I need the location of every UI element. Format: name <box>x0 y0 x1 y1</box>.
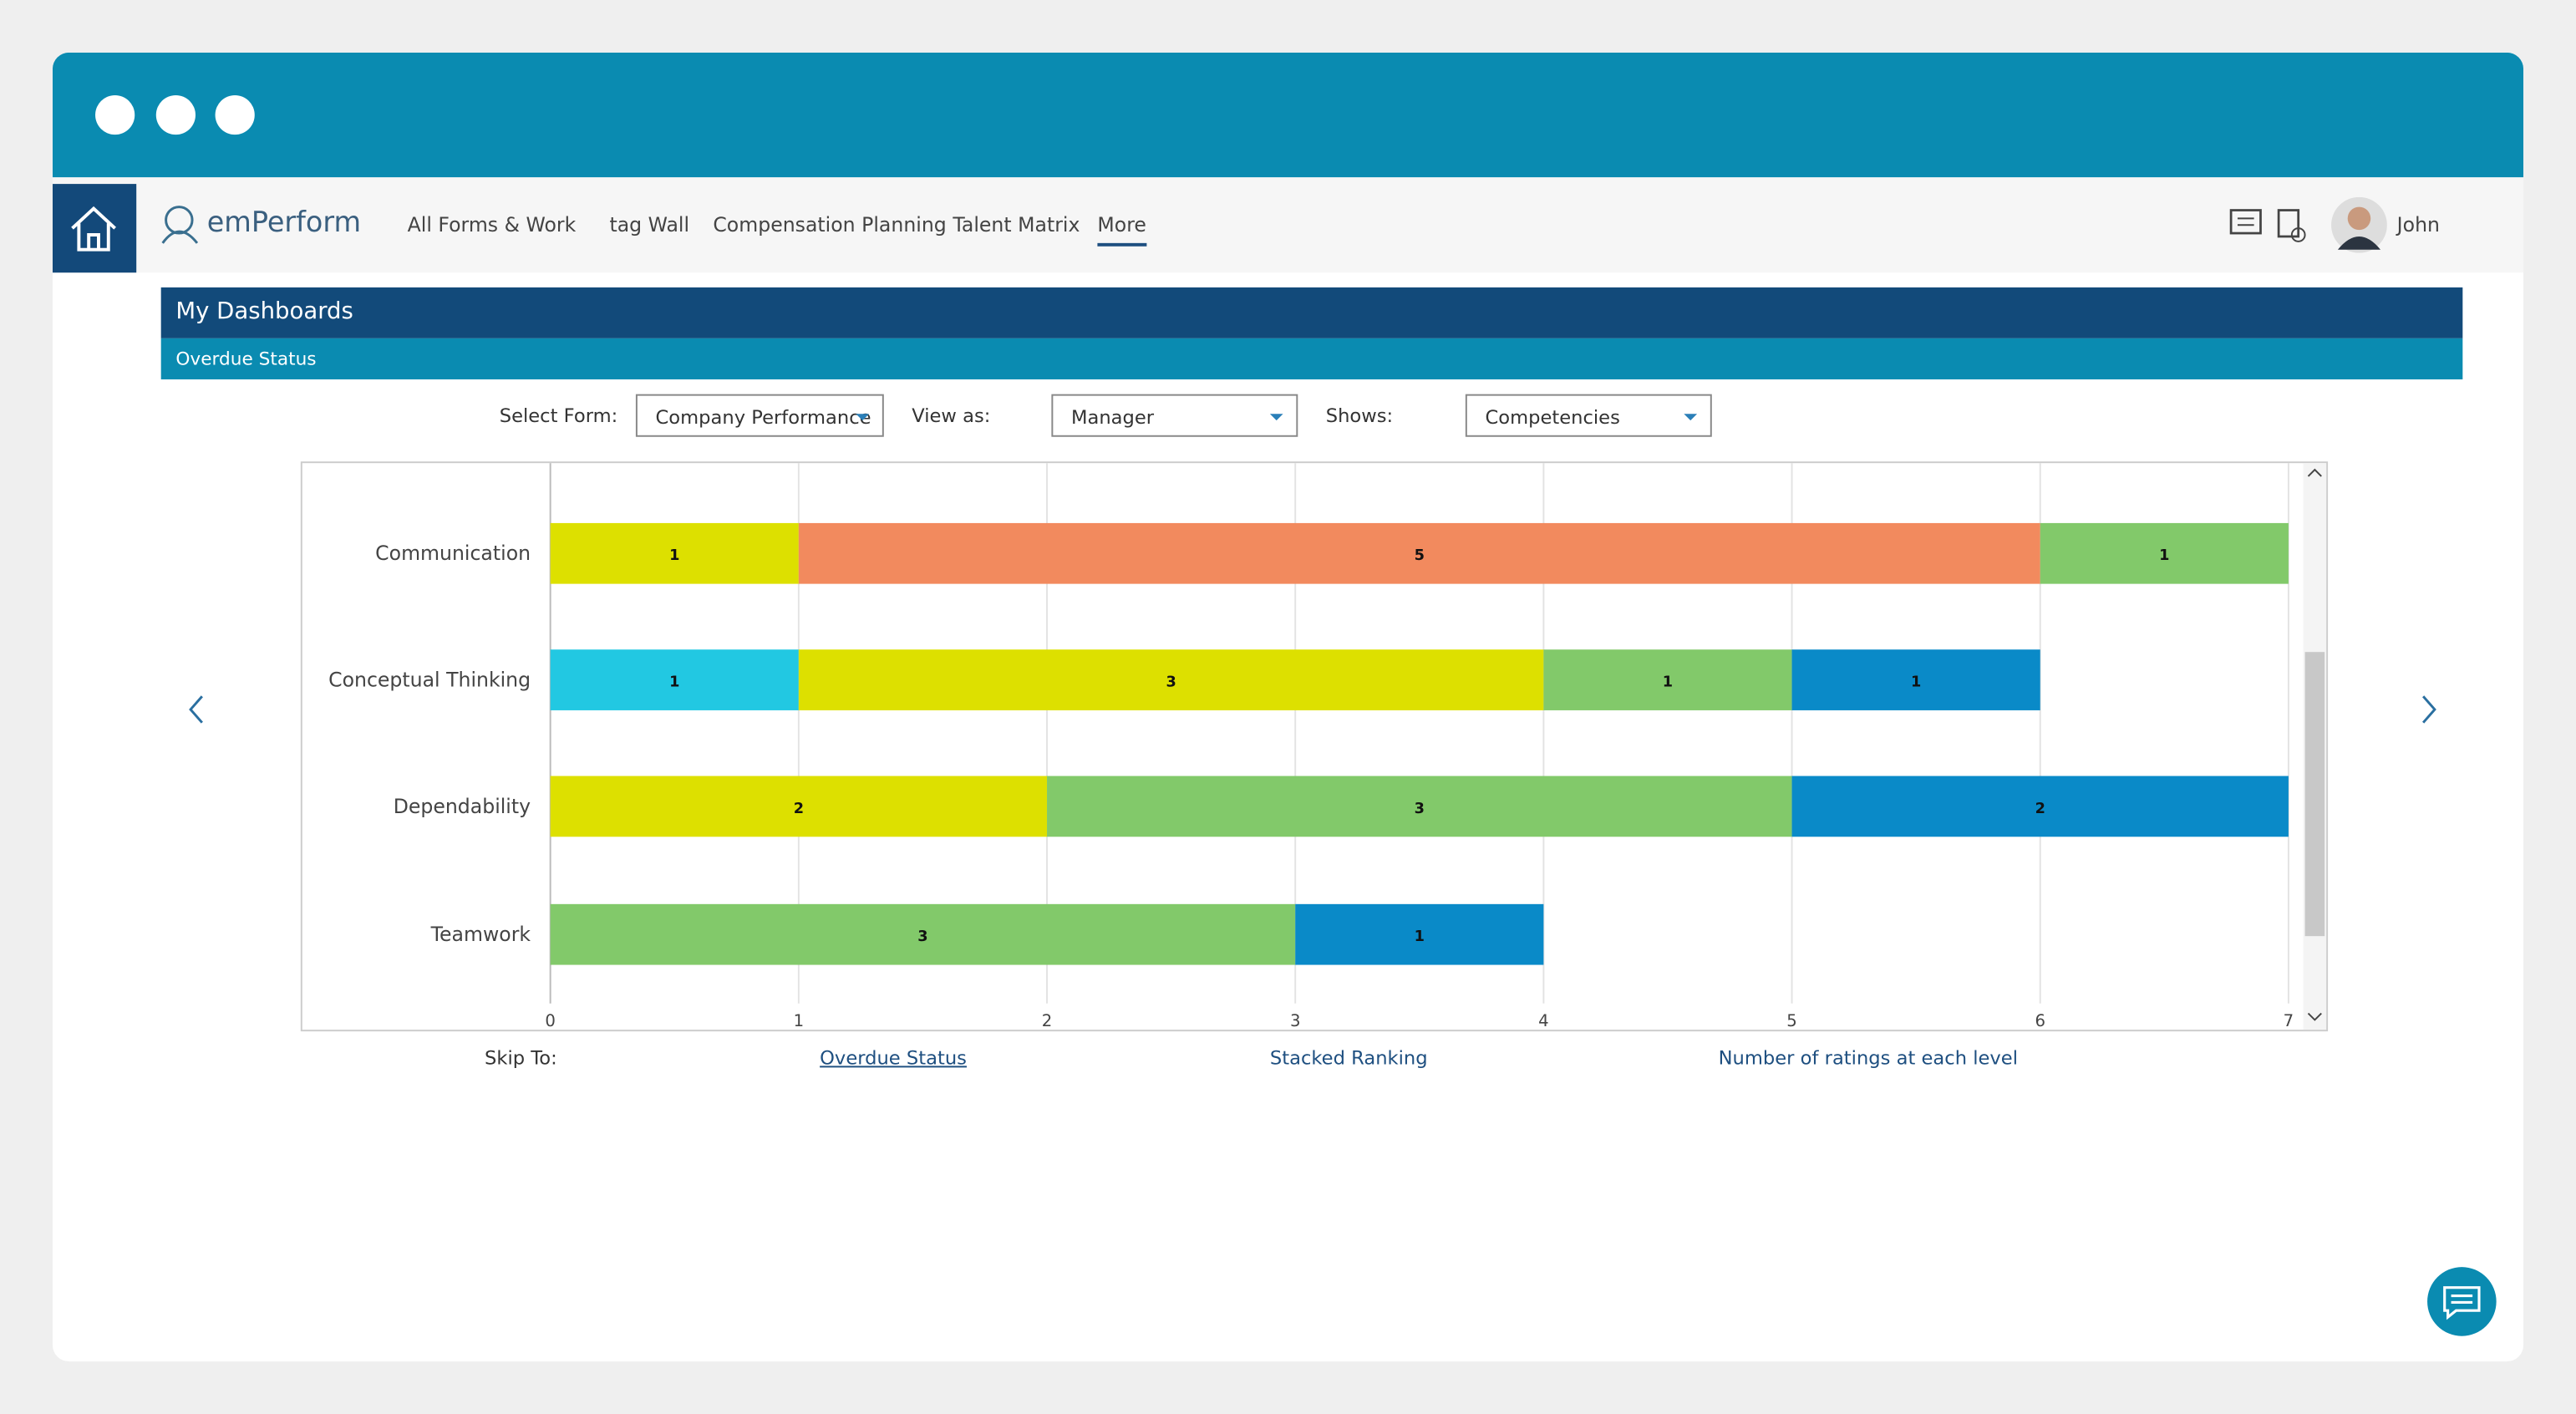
value-label: 3 <box>1415 801 1425 817</box>
x-tick-label: 1 <box>794 1011 805 1030</box>
value-label: 1 <box>669 674 679 690</box>
value-label: 2 <box>2035 801 2045 817</box>
bar <box>1791 776 2289 837</box>
bar <box>1543 649 1792 710</box>
title-bar <box>52 52 2524 178</box>
x-tick-label: 5 <box>1786 1011 1797 1030</box>
x-tick-label: 2 <box>1042 1011 1053 1030</box>
bar <box>1047 776 1792 837</box>
y-tick-label: Conceptual Thinking <box>328 668 531 691</box>
scroll-arrows[interactable] <box>2307 468 2322 1021</box>
filter-select[interactable]: Competencies <box>1465 394 1712 437</box>
nav-item[interactable]: Compensation Planning <box>713 213 947 237</box>
filter-label: Shows: <box>1325 404 1394 427</box>
nav-icons[interactable] <box>2229 207 2311 247</box>
bar <box>550 649 799 710</box>
filter-value: Manager <box>1070 405 1155 429</box>
nav-item[interactable]: All Forms & Work <box>407 213 577 237</box>
x-tick-label: 7 <box>2284 1011 2294 1030</box>
chart: 0 1 2 3 4 5 6 7 Communication 1 5 1 Conceptual Think… <box>300 461 2329 1032</box>
logo: emPerform <box>206 206 362 240</box>
window-dot[interactable] <box>95 94 135 135</box>
value-label: 2 <box>794 801 804 817</box>
value-label: 3 <box>1166 674 1176 690</box>
skip-link[interactable]: Stacked Ranking <box>1269 1045 1428 1070</box>
y-tick-label: Dependability <box>394 795 531 818</box>
x-tick-label: 6 <box>2035 1011 2045 1030</box>
nav-item[interactable]: More <box>1097 213 1146 247</box>
window: emPerform All Forms & Work tag Wall Comp… <box>52 52 2524 1362</box>
bar <box>1791 649 2040 710</box>
prev-arrow[interactable] <box>184 693 210 725</box>
logo-icon <box>161 206 199 244</box>
bar <box>550 903 1296 965</box>
next-arrow[interactable] <box>2415 693 2441 725</box>
filter-select[interactable]: Manager <box>1051 394 1298 437</box>
home-icon <box>71 206 116 252</box>
x-tick-label: 0 <box>545 1011 556 1030</box>
bar <box>550 776 1048 837</box>
chat-button[interactable] <box>2426 1266 2497 1337</box>
value-label: 1 <box>669 547 679 564</box>
bar <box>798 522 2040 584</box>
bar <box>798 649 1544 710</box>
y-tick-label: Communication <box>375 542 531 565</box>
nav-item[interactable]: Talent Matrix <box>953 213 1080 237</box>
value-label: 1 <box>2159 547 2169 564</box>
value-label: 3 <box>917 928 927 945</box>
dashboard-subtitle: Overdue Status <box>160 338 2463 379</box>
value-label: 1 <box>1911 674 1921 690</box>
avatar[interactable] <box>2331 196 2387 253</box>
user-name[interactable]: John <box>2396 213 2440 237</box>
scroll-thumb[interactable] <box>2304 652 2325 937</box>
window-dot[interactable] <box>215 94 255 135</box>
home-button[interactable] <box>52 184 137 273</box>
filter-label: Select Form: <box>499 404 618 427</box>
skip-link[interactable]: Overdue Status <box>820 1045 967 1070</box>
nav-bar: emPerform All Forms & Work tag Wall Comp… <box>52 177 2524 273</box>
bar <box>2040 522 2289 584</box>
filter-value: Company Performance <box>655 405 871 429</box>
x-tick-label: 4 <box>1538 1011 1549 1030</box>
window-dot[interactable] <box>155 94 196 135</box>
x-tick-label: 3 <box>1290 1011 1301 1030</box>
value-label: 5 <box>1415 547 1425 564</box>
filter-label: View as: <box>912 404 991 427</box>
bar <box>550 522 799 584</box>
value-label: 1 <box>1415 928 1425 945</box>
nav-item[interactable]: tag Wall <box>609 213 690 237</box>
dashboard-title: My Dashboards <box>160 287 2463 338</box>
skip-link[interactable]: Number of ratings at each level <box>1718 1045 2019 1070</box>
bar <box>1295 903 1544 965</box>
filter-select[interactable]: Company Performance <box>635 394 884 437</box>
skip-label: Skip To: <box>485 1045 557 1070</box>
y-tick-label: Teamwork <box>430 923 531 946</box>
filter-value: Competencies <box>1485 405 1620 429</box>
value-label: 1 <box>1663 674 1673 690</box>
